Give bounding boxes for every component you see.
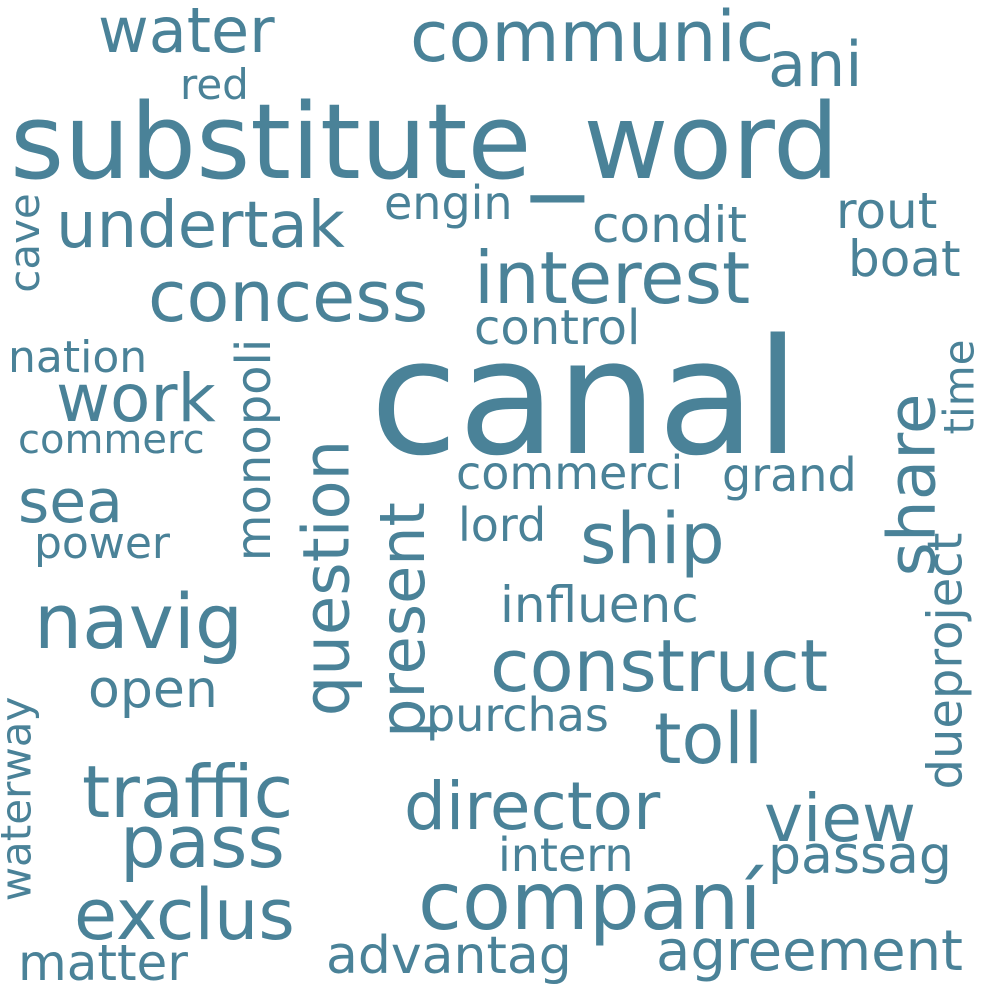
word-open: open: [88, 660, 218, 720]
word-present: present: [365, 502, 439, 738]
word-nation: nation: [8, 332, 148, 383]
word-traffic: traffic: [82, 750, 294, 834]
word-advantag: advantag: [326, 926, 572, 986]
word-power: power: [34, 518, 170, 569]
word-interest: interest: [474, 236, 751, 320]
word-purchas: purchas: [426, 688, 609, 742]
word-intern: intern: [498, 828, 634, 882]
word-water: water: [98, 0, 275, 67]
word-toll: toll: [654, 698, 764, 780]
word-compani: companí: [418, 855, 762, 948]
word-director: director: [404, 768, 661, 845]
word-dueproject: dueproject: [917, 532, 974, 790]
word-grand: grand: [722, 448, 857, 502]
word-question: question: [290, 439, 365, 717]
word-monopoli: monopoli: [226, 338, 283, 562]
word-ship: ship: [580, 498, 725, 580]
word-agreement: agreement: [656, 919, 964, 984]
word-influenc: influenc: [500, 576, 699, 634]
word-construct: construct: [490, 624, 829, 708]
word-time: time: [934, 339, 984, 435]
word-control: control: [474, 300, 641, 356]
word-sea: sea: [18, 467, 123, 537]
word-rout: rout: [836, 182, 938, 240]
word-navig: navig: [34, 577, 244, 666]
word-concess: concess: [148, 256, 429, 338]
word-matter: matter: [18, 934, 188, 992]
word-pass: pass: [120, 800, 285, 884]
word-view: view: [764, 780, 916, 857]
word-undertak: undertak: [56, 189, 345, 263]
word-lord: lord: [458, 498, 547, 552]
word-canal: canal: [370, 304, 800, 491]
word-commerci: commerci: [456, 446, 684, 500]
word-red: red: [180, 60, 249, 109]
word-communic: communic: [410, 0, 775, 78]
word-boat: boat: [848, 230, 961, 288]
word-commerc: commerc: [18, 417, 205, 463]
word-ani: ani: [768, 28, 863, 101]
word-cave: cave: [0, 193, 49, 293]
word-waterway: waterway: [0, 696, 41, 902]
word-exclus: exclus: [74, 874, 295, 956]
word-work: work: [56, 360, 216, 437]
word-engin: engin: [384, 176, 513, 230]
word-condit: condit: [592, 196, 748, 254]
word-passag: passag: [768, 826, 952, 886]
word-substitute-word: substitute_word: [10, 81, 840, 203]
